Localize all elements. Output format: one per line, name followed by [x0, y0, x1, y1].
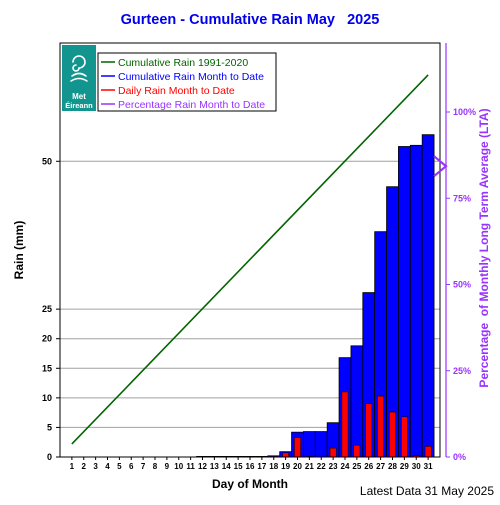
- x-tick-label: 30: [412, 462, 421, 471]
- daily-bar: [424, 446, 432, 458]
- lta-line: [71, 74, 429, 445]
- daily-bar: [294, 437, 301, 458]
- x-tick-label: 15: [234, 462, 243, 471]
- x-tick-label: 6: [129, 462, 134, 471]
- cumulative-bars: [196, 134, 435, 458]
- x-tick-label: 3: [93, 462, 98, 471]
- x-tick-label: 21: [305, 462, 314, 471]
- percentage-marker-layer: [433, 155, 448, 178]
- logo-text-met: Met: [72, 92, 86, 101]
- x-tick-label: 4: [105, 462, 110, 471]
- x-tick-label: 18: [269, 462, 278, 471]
- x-tick-label: 5: [117, 462, 122, 471]
- x-tick-label: 26: [364, 462, 373, 471]
- cumulative-bar: [421, 134, 435, 458]
- x-tick-label: 2: [82, 462, 87, 471]
- x-tick-label: 22: [317, 462, 326, 471]
- x-tick-label: 10: [174, 462, 183, 471]
- y2-axis-title: Percentage of Monthly Long Term Average …: [477, 108, 491, 387]
- daily-bar: [377, 395, 384, 458]
- x-tick-label: 31: [424, 462, 433, 471]
- x-tick-label: 25: [352, 462, 361, 471]
- legend-label-cumulative: Cumulative Rain Month to Date: [118, 71, 264, 83]
- x-tick-label: 28: [388, 462, 397, 471]
- legend: Cumulative Rain 1991-2020 Cumulative Rai…: [97, 52, 277, 112]
- daily-bar: [341, 391, 349, 458]
- y-axis-left: 0 5 10 15 20 25 50: [42, 156, 60, 462]
- y-tick-label: 0: [47, 452, 52, 462]
- cumulative-bar: [314, 431, 328, 458]
- x-tick-label: 16: [246, 462, 255, 471]
- percentage-marker: [433, 155, 448, 178]
- y-axis-right: 0% 25% 50% 75% 100%: [445, 43, 476, 462]
- y-tick-label: 10: [42, 393, 52, 403]
- x-tick-label: 13: [210, 462, 219, 471]
- y-tick-label: 5: [47, 422, 52, 432]
- x-tick-label: 23: [329, 462, 338, 471]
- x-tick-label: 17: [257, 462, 266, 471]
- x-tick-label: 14: [222, 462, 231, 471]
- y2-tick-label: 0%: [453, 452, 466, 462]
- cumulative-bar: [303, 431, 316, 458]
- y-tick-label: 15: [42, 363, 52, 373]
- y-axis-title: Rain (mm): [12, 221, 26, 280]
- chart-title: Gurteen - Cumulative Rain May 2025: [121, 12, 380, 28]
- x-tick-label: 29: [400, 462, 409, 471]
- daily-bar: [353, 444, 361, 458]
- cumulative-bar: [350, 345, 364, 458]
- y2-tick-label: 100%: [453, 107, 476, 117]
- daily-bar: [282, 452, 289, 458]
- y-tick-label: 25: [42, 304, 52, 314]
- x-tick-label: 1: [70, 462, 75, 471]
- cumulative-bar: [409, 144, 423, 458]
- y2-tick-label: 75%: [453, 193, 471, 203]
- x-tick-label: 12: [198, 462, 207, 471]
- x-axis-title: Day of Month: [212, 477, 288, 491]
- daily-bar: [389, 411, 396, 458]
- daily-bar: [401, 416, 408, 458]
- daily-bar: [365, 403, 373, 458]
- daily-bar: [329, 447, 337, 458]
- logo-swirl-icon: [70, 55, 88, 82]
- x-tick-label: 20: [293, 462, 302, 471]
- legend-label-daily: Daily Rain Month to Date: [118, 85, 235, 97]
- footer-latest-data: Latest Data 31 May 2025: [360, 484, 494, 498]
- daily-bars: [199, 391, 432, 458]
- x-tick-label: 8: [153, 462, 158, 471]
- met-eireann-logo: Met Éireann: [62, 45, 96, 111]
- y-tick-label: 50: [42, 156, 52, 166]
- x-tick-label: 9: [165, 462, 170, 471]
- x-tick-label: 7: [141, 462, 146, 471]
- legend-box: [97, 52, 277, 112]
- x-axis: 1 2 3 4 5 6 7 8 9 10 11 12 13 14 15 16 17 18 19 20 21 22 23 24 2…: [70, 457, 433, 471]
- y2-tick-label: 25%: [453, 366, 471, 376]
- cumulative-bar: [398, 146, 411, 458]
- x-tick-label: 19: [281, 462, 290, 471]
- x-tick-label: 27: [376, 462, 385, 471]
- lta-line-layer: [71, 74, 429, 445]
- y2-tick-label: 50%: [453, 280, 471, 290]
- x-tick-label: 11: [186, 462, 195, 471]
- logo-text-eireann: Éireann: [65, 101, 93, 110]
- legend-label-percentage: Percentage Rain Month to Date: [118, 99, 265, 111]
- x-tick-label: 24: [341, 462, 350, 471]
- y-tick-label: 20: [42, 334, 52, 344]
- legend-label-lta: Cumulative Rain 1991-2020: [118, 57, 248, 69]
